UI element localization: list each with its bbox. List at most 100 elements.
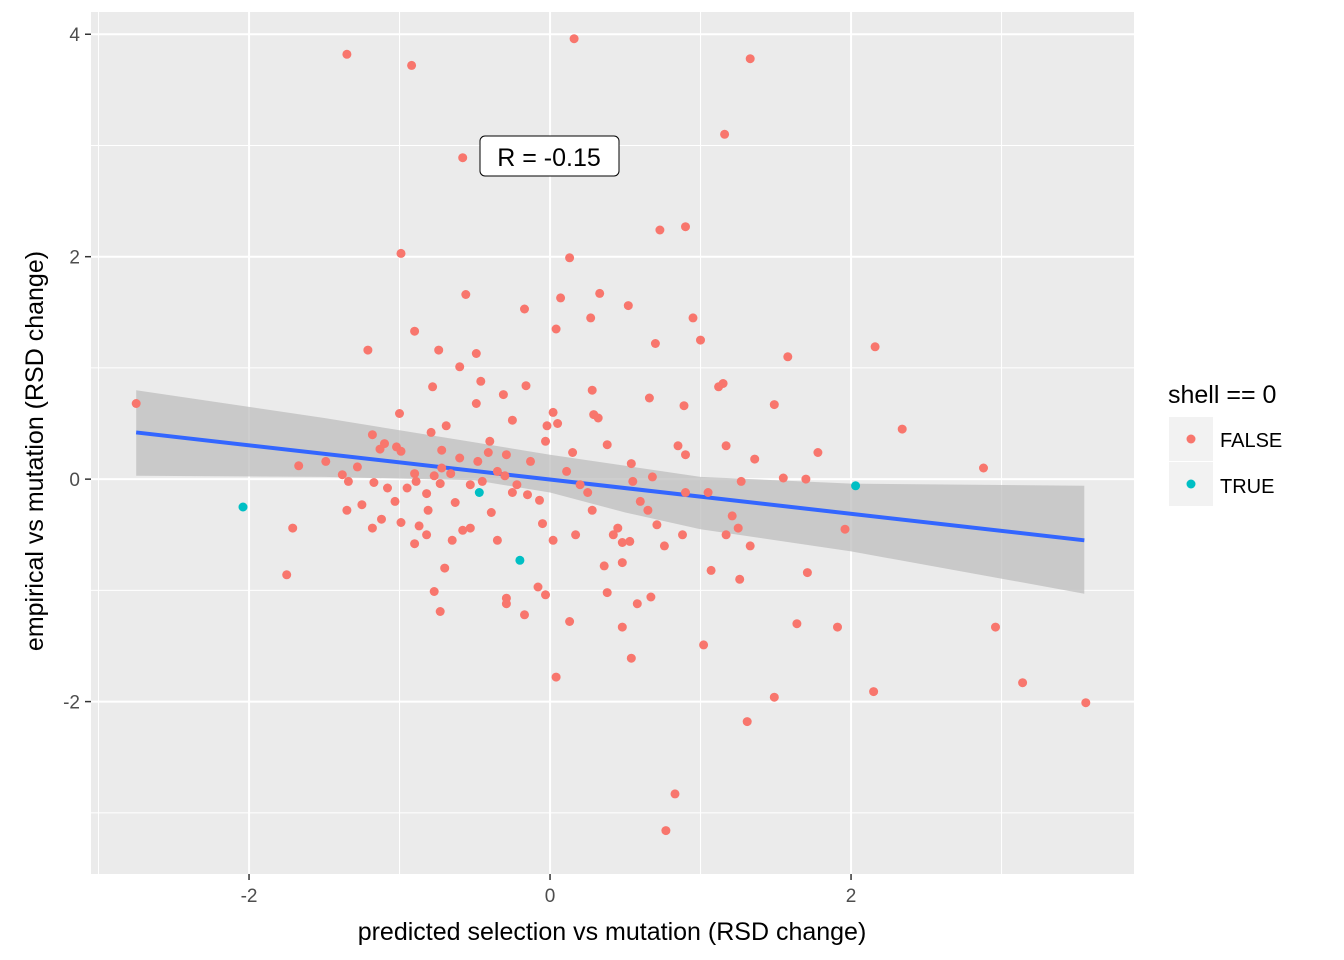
point-false: [485, 436, 495, 446]
point-false: [426, 427, 436, 437]
point-false: [357, 500, 367, 510]
point-false: [410, 469, 420, 479]
point-true: [851, 481, 861, 491]
point-false: [492, 466, 502, 476]
point-false: [833, 622, 842, 632]
point-false: [551, 324, 561, 334]
point-false: [526, 456, 535, 466]
point-false: [437, 445, 447, 455]
point-false: [583, 488, 593, 497]
point-false: [745, 541, 755, 551]
point-false: [435, 607, 445, 616]
point-false: [628, 476, 638, 486]
point-false: [562, 466, 572, 476]
point-false: [533, 582, 543, 592]
point-false: [282, 570, 292, 580]
point-false: [599, 561, 609, 571]
y-tick-label: 2: [69, 248, 80, 269]
point-false: [870, 342, 880, 352]
point-false: [783, 352, 793, 362]
point-false: [625, 536, 635, 546]
point-false: [352, 462, 362, 472]
point-false: [840, 524, 850, 534]
point-false: [720, 129, 730, 139]
point-false: [492, 535, 502, 545]
point-false: [500, 471, 510, 481]
point-false: [512, 480, 522, 490]
point-false: [428, 382, 438, 392]
point-false: [650, 339, 660, 348]
point-false: [440, 563, 450, 573]
point-false: [745, 54, 755, 64]
point-false: [486, 508, 496, 517]
point-false: [343, 476, 353, 486]
point-false: [587, 385, 597, 395]
point-false: [501, 450, 511, 460]
point-false: [670, 789, 680, 799]
point-false: [458, 153, 468, 163]
point-false: [458, 525, 468, 535]
point-false: [548, 535, 558, 545]
point-false: [769, 692, 779, 702]
point-false: [703, 488, 713, 497]
point-false: [395, 409, 404, 418]
point-false: [565, 253, 575, 263]
point-false: [568, 448, 578, 457]
point-false: [553, 419, 563, 428]
point-false: [587, 505, 597, 515]
x-axis-ticks: -2 0 2: [241, 874, 856, 907]
point-false: [465, 480, 475, 490]
y-axis-title: empirical vs mutation (RSD change): [21, 251, 49, 651]
point-true: [474, 488, 484, 497]
point-false: [673, 441, 683, 451]
point-false: [423, 505, 433, 515]
point-false: [813, 448, 823, 457]
point-false: [542, 421, 552, 431]
point-false: [410, 539, 420, 549]
annotation-text: R = -0.15: [497, 144, 601, 172]
point-false: [411, 476, 421, 486]
point-false: [778, 473, 788, 483]
annotation-box: [479, 135, 620, 177]
point-false: [679, 401, 689, 411]
point-false: [643, 505, 653, 515]
point-true: [515, 555, 525, 565]
point-false: [652, 520, 662, 530]
y-tick-label: 4: [69, 25, 80, 46]
point-false: [721, 530, 731, 540]
point-false: [802, 568, 812, 578]
legend-label-true: TRUE: [1220, 476, 1274, 498]
point-false: [647, 472, 657, 482]
point-false: [471, 399, 481, 408]
point-false: [569, 34, 579, 44]
point-false: [377, 514, 386, 524]
y-tick-label: 0: [69, 470, 80, 491]
point-false: [521, 381, 531, 391]
point-false: [498, 390, 508, 400]
grid-minor: [91, 12, 1134, 874]
point-false: [434, 345, 444, 355]
point-false: [699, 640, 709, 650]
point-false: [535, 495, 544, 505]
point-false: [477, 476, 487, 486]
point-false: [414, 521, 424, 531]
point-false: [617, 538, 627, 547]
point-false: [602, 440, 612, 450]
point-false: [520, 304, 529, 314]
point-false: [471, 349, 481, 358]
point-false: [681, 450, 690, 460]
point-false: [706, 565, 716, 575]
legend: shell == 0 FALSE TRUE: [1168, 381, 1282, 506]
point-false: [681, 222, 690, 232]
point-false: [396, 248, 406, 258]
point-false: [476, 376, 486, 386]
point-false: [696, 335, 705, 345]
point-false: [402, 483, 412, 493]
point-false: [661, 826, 671, 836]
point-false: [742, 717, 752, 727]
point-false: [422, 489, 432, 499]
point-false: [507, 415, 517, 425]
point-false: [551, 672, 561, 682]
regression-line: [135, 430, 1085, 543]
